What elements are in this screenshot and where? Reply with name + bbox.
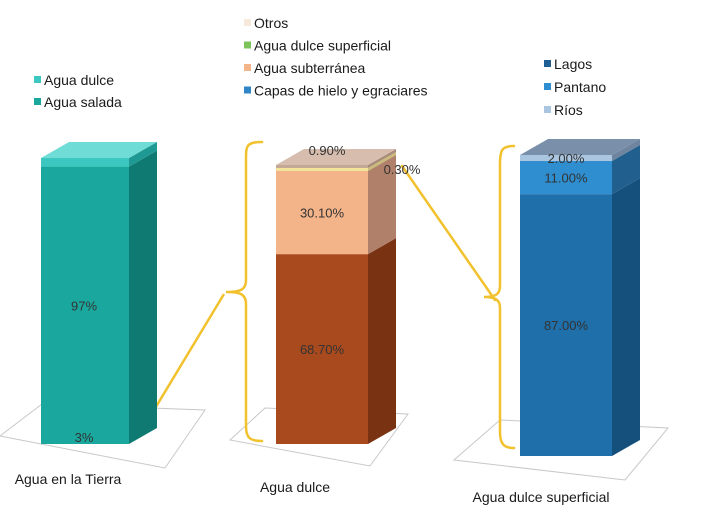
category-label-agua-dulce-superficial: Agua dulce superficial (473, 489, 610, 505)
bar-segment-lagos (520, 194, 612, 456)
data-label-lagos: 87.00% (544, 318, 589, 333)
bar-segment-agua-salada (41, 166, 129, 444)
legend-label-agua-dulce: Agua dulce (44, 72, 114, 88)
legend-label-agua-dulce-superficial: Agua dulce superficial (254, 38, 391, 54)
bar-agua-dulce (276, 149, 396, 444)
data-label-agua-dulce-superficial: 0.30% (384, 162, 421, 177)
legend-swatch-agua-dulce (34, 76, 41, 83)
data-label-rios: 2.00% (548, 151, 585, 166)
legend-swatch-lagos (544, 60, 551, 67)
legend-swatch-agua-salada (34, 98, 41, 105)
legend-label-rios: Ríos (554, 102, 583, 118)
bar-top-face (41, 142, 157, 158)
legend-label-capas-de-hielo-y-egraciares: Capas de hielo y egraciares (254, 83, 428, 99)
bar-agua-dulce-superficial (520, 139, 640, 456)
connector-line (400, 164, 497, 302)
connector-line (146, 293, 226, 421)
legend-swatch-otros (244, 19, 251, 26)
bar-side-agua-dulce (129, 142, 157, 167)
legend-swatch-pantano (544, 83, 551, 90)
bar-side-rios (612, 139, 640, 162)
bar-side-agua-salada (129, 150, 157, 444)
bar-segment-agua-dulce (41, 158, 129, 167)
bar-agua-en-la-tierra (41, 142, 157, 444)
bar-segment-pantano (520, 161, 612, 195)
category-label-agua-en-la-tierra: Agua en la Tierra (15, 471, 122, 487)
bar-top-face (520, 139, 640, 155)
bar-side-agua-dulce-superficial (368, 151, 396, 171)
connector-line (225, 140, 264, 443)
bar-segment-agua-dulce-superficial (276, 167, 368, 171)
bar-side-lagos (612, 178, 640, 456)
legend-swatch-agua-subterranea (244, 64, 251, 71)
connector-lines (146, 140, 516, 450)
bar-segment-agua-subterranea (276, 170, 368, 255)
bar-segment-capas-de-hielo-y-egraciares (276, 254, 368, 444)
bar-segment-rios (520, 155, 612, 162)
legend-label-agua-subterranea: Agua subterránea (254, 60, 366, 76)
legend-swatch-agua-dulce-superficial (244, 41, 251, 49)
legend-agua-en-la-tierra: Agua dulce Agua salada (34, 72, 122, 110)
bar-top-face (276, 149, 396, 165)
data-label-agua-dulce: 3% (75, 430, 94, 445)
legends: Agua dulce Agua salada Otros Agua dulce sup… (34, 15, 606, 118)
legend-label-pantano: Pantano (554, 79, 606, 95)
data-labels: 97% 3% 68.70% 30.10% 0.30% 0.90% 87.00% 11.00% 2… (71, 143, 589, 445)
legend-label-lagos: Lagos (554, 56, 592, 72)
bar-side-agua-subterranea (368, 154, 396, 255)
legend-agua-dulce-superficial: Lagos Pantano Ríos (544, 56, 606, 118)
data-label-agua-salada: 97% (71, 298, 97, 313)
category-label-agua-dulce: Agua dulce (260, 479, 330, 495)
legend-swatch-capas-de-hielo-y-egraciares (244, 86, 251, 94)
data-label-pantano: 11.00% (544, 171, 588, 186)
data-label-otros: 0.90% (309, 143, 346, 158)
bar-side-pantano (612, 145, 640, 195)
bar-side-otros (368, 149, 396, 168)
bar-side-capas-de-hielo-y-egraciares (368, 238, 396, 444)
data-label-agua-subterranea: 30.10% (300, 206, 345, 221)
legend-label-agua-salada: Agua salada (44, 94, 122, 110)
data-label-capas-de-hielo-y-egraciares: 68.70% (300, 342, 345, 357)
legend-swatch-rios (544, 106, 551, 113)
bar-segment-otros (276, 165, 368, 168)
legend-label-otros: Otros (254, 15, 288, 31)
legend-agua-dulce: Otros Agua dulce superficial Agua subterrá… (244, 15, 428, 99)
category-labels: Agua en la Tierra Agua dulce Agua dulce su… (15, 471, 610, 505)
connector-line (483, 144, 516, 450)
bars (41, 139, 640, 456)
